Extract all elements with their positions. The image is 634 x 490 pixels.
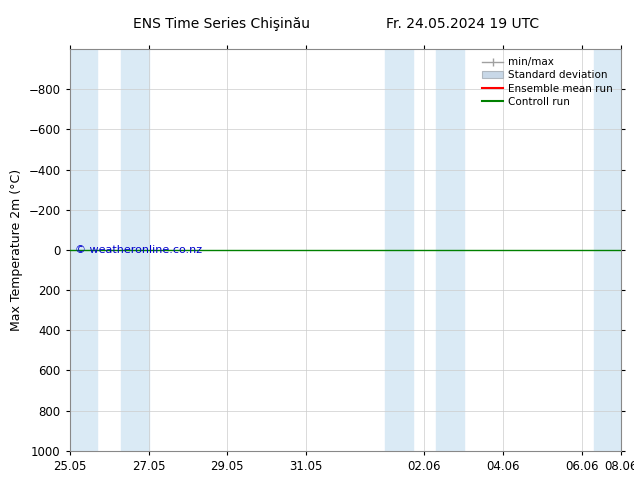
Bar — [385, 49, 413, 451]
Text: ENS Time Series Chişinău: ENS Time Series Chişinău — [133, 17, 311, 31]
Bar — [593, 49, 621, 451]
Text: Fr. 24.05.2024 19 UTC: Fr. 24.05.2024 19 UTC — [386, 17, 540, 31]
Bar — [70, 49, 97, 451]
Text: © weatheronline.co.nz: © weatheronline.co.nz — [75, 245, 202, 255]
Legend: min/max, Standard deviation, Ensemble mean run, Controll run: min/max, Standard deviation, Ensemble me… — [479, 54, 616, 110]
Bar — [121, 49, 148, 451]
Y-axis label: Max Temperature 2m (°C): Max Temperature 2m (°C) — [10, 169, 23, 331]
Bar — [436, 49, 463, 451]
